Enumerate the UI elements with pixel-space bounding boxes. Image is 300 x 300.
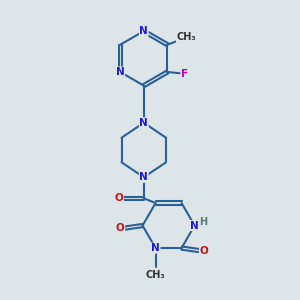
Text: F: F <box>181 70 188 80</box>
Text: O: O <box>116 223 125 233</box>
Text: N: N <box>116 67 124 77</box>
Text: N: N <box>140 26 148 36</box>
Text: CH₃: CH₃ <box>146 270 165 280</box>
Text: N: N <box>151 243 160 253</box>
Text: O: O <box>200 245 208 256</box>
Text: N: N <box>190 220 199 230</box>
Text: N: N <box>140 172 148 182</box>
Text: H: H <box>199 217 207 227</box>
Text: CH₃: CH₃ <box>176 32 196 42</box>
Text: O: O <box>115 193 123 203</box>
Text: N: N <box>140 118 148 128</box>
